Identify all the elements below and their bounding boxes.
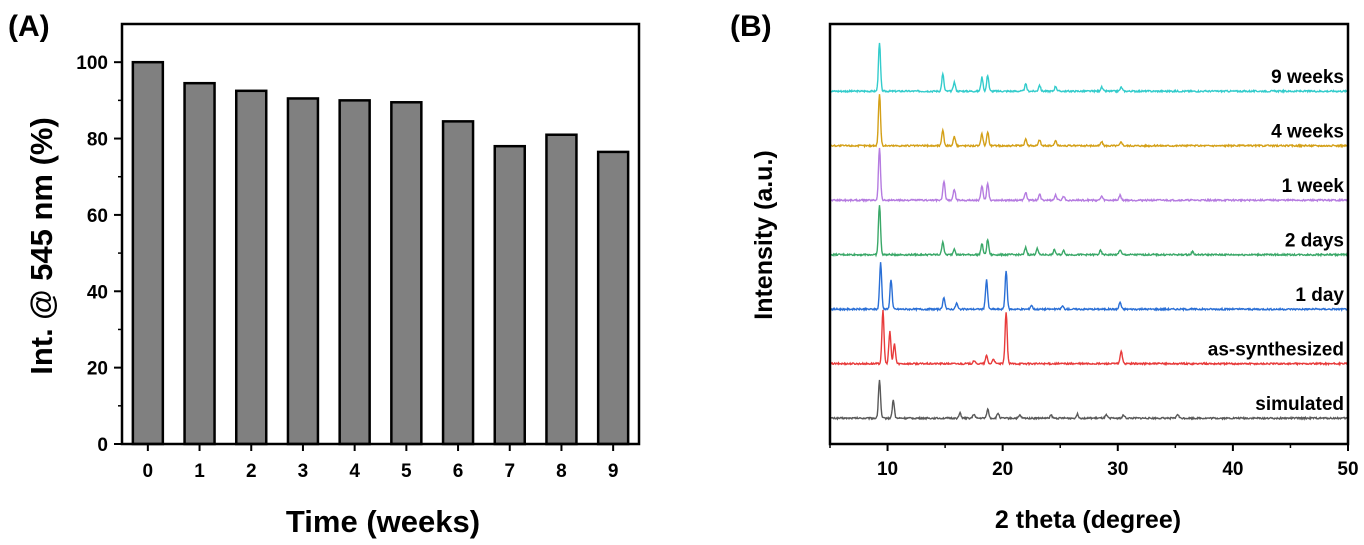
x-tick-label-1: 1 (194, 461, 205, 482)
trace-1-day (829, 262, 1349, 313)
trace-label-1-day: 1 day (1295, 285, 1344, 306)
panel-label-b: (B) (730, 10, 772, 43)
x-tick-label-2: 2 (246, 461, 257, 482)
plot-frame-b (828, 22, 1350, 446)
x-tick-label-20: 20 (992, 459, 1013, 480)
x-axis-title-b: 2 theta (degree) (995, 506, 1181, 534)
y-tick-label-20: 20 (87, 359, 108, 380)
x-tick-label-50: 50 (1337, 459, 1358, 480)
ticks-b: 10 20 30 40 50 (829, 444, 1359, 480)
x-axis-title-a: Time (weeks) (286, 504, 480, 539)
x-tick-label-30: 30 (1107, 459, 1128, 480)
trace-label-simulated: simulated (1255, 394, 1344, 415)
trace-9-weeks (829, 42, 1349, 94)
bar-5 (390, 101, 423, 446)
traces-b (829, 42, 1349, 421)
bar-8 (545, 133, 578, 446)
trace-as-synthesized (829, 309, 1349, 367)
x-tick-label-9: 9 (608, 461, 619, 482)
trace-label-4-weeks: 4 weeks (1271, 122, 1344, 143)
x-tick-label-10: 10 (877, 459, 898, 480)
y-axis-title-b: Intensity (a.u.) (750, 150, 778, 319)
trace-label-2-days: 2 days (1285, 231, 1344, 252)
y-tick-label-60: 60 (87, 206, 108, 227)
trace-4-weeks (829, 94, 1349, 149)
x-tick-label-8: 8 (556, 461, 567, 482)
x-tick-label-0: 0 (143, 461, 154, 482)
bar-7 (493, 144, 526, 446)
y-axis-title-a: Int. @ 545 nm (%) (24, 117, 59, 375)
x-tick-label-7: 7 (504, 461, 515, 482)
x-tick-label-5: 5 (401, 461, 412, 482)
bar-0 (131, 60, 165, 446)
trace-simulated (829, 379, 1349, 421)
trace-label-as-synthesized: as-synthesized (1208, 340, 1344, 361)
y-tick-label-100: 100 (76, 53, 108, 74)
bar-1 (183, 81, 216, 446)
y-tick-label-0: 0 (97, 435, 108, 456)
bar-9 (596, 150, 630, 446)
x-tick-label-3: 3 (298, 461, 309, 482)
line-chart-panel-b: (B) Intensity (a.u.) 2 theta (degree) si… (730, 10, 1359, 534)
x-tick-label-4: 4 (349, 461, 360, 482)
bar-3 (286, 97, 320, 446)
trace-labels-b: simulated as-synthesized 1 day 2 days 1 week… (1208, 67, 1345, 415)
trace-2-days (829, 205, 1349, 258)
x-tick-label-6: 6 (453, 461, 464, 482)
bar-2 (235, 89, 268, 446)
x-tick-label-40: 40 (1222, 459, 1243, 480)
y-tick-label-80: 80 (87, 130, 108, 151)
trace-1-week (829, 147, 1349, 203)
bar-4 (338, 99, 371, 446)
trace-label-9-weeks: 9 weeks (1271, 67, 1344, 88)
bar-6 (441, 120, 475, 446)
y-tick-label-40: 40 (87, 282, 108, 303)
bars-a (131, 60, 630, 446)
plot-frame-a (120, 22, 641, 446)
bar-chart-panel-a: (A) Int. @ 545 nm (%) Time (weeks) 0 1 2 3 4… (8, 10, 641, 539)
panel-label-a: (A) (8, 10, 50, 43)
trace-label-1-week: 1 week (1282, 176, 1345, 197)
